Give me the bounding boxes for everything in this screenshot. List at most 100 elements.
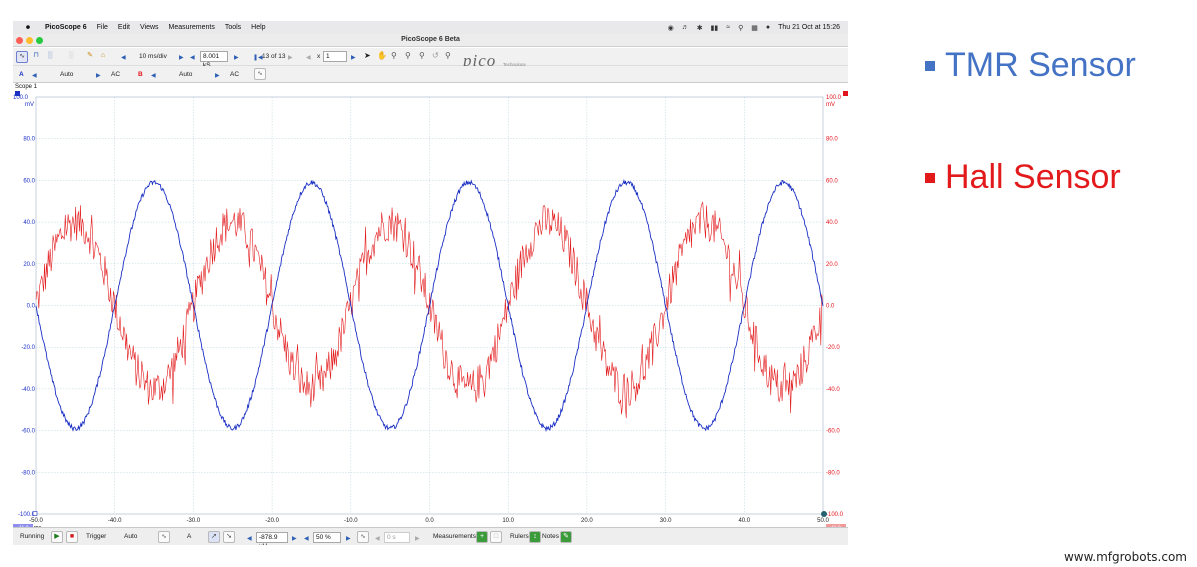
menu-measurements[interactable]: Measurements bbox=[168, 24, 215, 31]
zoom-fit-icon[interactable]: ⚲ bbox=[445, 51, 451, 60]
left-axis-tick-label: 20.0 bbox=[23, 262, 35, 268]
rulers-button[interactable]: ↕ bbox=[529, 531, 541, 543]
delay-field[interactable]: 0 s bbox=[384, 532, 410, 543]
first-capture-arrow[interactable]: ❚◀ bbox=[253, 55, 263, 61]
search-icon[interactable]: ⚲ bbox=[738, 24, 744, 32]
scope-mode-icon[interactable]: ∿ bbox=[16, 51, 28, 63]
status-bar: Running ▶ ■ Trigger Auto ∿ A ➚ ➘ ◀ -878.… bbox=[13, 527, 848, 545]
channel-a-coupling[interactable]: AC bbox=[111, 71, 121, 78]
x-axis-tick-label: 50.0 bbox=[817, 518, 829, 524]
pretrigger-field[interactable]: 50 % bbox=[313, 532, 341, 543]
probe-icon[interactable]: ✎ bbox=[87, 52, 93, 59]
zoom-in-icon[interactable]: ⚲ bbox=[391, 51, 397, 60]
trigger-label: Trigger bbox=[86, 533, 107, 540]
right-axis-unit: mV bbox=[826, 102, 835, 108]
right-axis-tick-label: -20.0 bbox=[826, 345, 840, 351]
x-axis-tick-label: 40.0 bbox=[738, 518, 750, 524]
spectrum-view-icon[interactable]: ░ bbox=[68, 52, 74, 59]
run-button[interactable]: ▶ bbox=[51, 531, 63, 543]
left-ruler-badge-text: -11.0 bbox=[17, 526, 28, 528]
app-menu[interactable]: PicoScope 6 bbox=[45, 24, 87, 31]
left-axis-tick-label: -40.0 bbox=[21, 387, 35, 393]
samples-up-arrow[interactable]: ▶ bbox=[234, 55, 239, 61]
next-capture-arrow[interactable]: ▶ bbox=[288, 55, 293, 61]
samples-down-arrow[interactable]: ◀ bbox=[190, 55, 195, 61]
channel-b-label[interactable]: B bbox=[138, 71, 143, 78]
home-icon[interactable]: ⌂ bbox=[100, 52, 106, 59]
zoom-down-arrow[interactable]: ◀ bbox=[306, 55, 311, 61]
zoom-window-button[interactable] bbox=[36, 37, 43, 44]
menu-tools[interactable]: Tools bbox=[224, 24, 242, 31]
channel-a-label[interactable]: A bbox=[19, 71, 24, 78]
x-axis-tick-label: -40.0 bbox=[108, 518, 122, 524]
auto-setup-icon[interactable]: ∿ bbox=[254, 68, 266, 80]
wifi-icon[interactable]: ≈ bbox=[726, 24, 731, 31]
channel-b-marker bbox=[843, 91, 848, 96]
stop-button[interactable]: ■ bbox=[66, 531, 78, 543]
delay-up[interactable]: ▶ bbox=[415, 536, 420, 542]
timebase-up-arrow[interactable]: ▶ bbox=[179, 55, 184, 61]
minimize-window-button[interactable] bbox=[26, 37, 33, 44]
trigger-config-icon[interactable]: ∿ bbox=[158, 531, 170, 543]
siri-icon[interactable]: ● bbox=[765, 24, 771, 31]
undo-zoom-icon[interactable]: ↺ bbox=[432, 51, 439, 60]
falling-edge-icon[interactable]: ➘ bbox=[223, 531, 235, 543]
channel-b-range[interactable]: Auto bbox=[179, 71, 193, 78]
persistence-mode-icon[interactable]: ⊓ bbox=[33, 52, 39, 59]
zoom-up-arrow[interactable]: ▶ bbox=[351, 55, 356, 61]
channel-b-range-down[interactable]: ◀ bbox=[151, 73, 156, 79]
zoom-in-x-icon[interactable]: ⚲ bbox=[405, 51, 411, 60]
rising-edge-icon[interactable]: ➚ bbox=[208, 531, 220, 543]
channel-b-coupling[interactable]: AC bbox=[230, 71, 240, 78]
channel-a-range-down[interactable]: ◀ bbox=[32, 73, 37, 79]
left-axis-tick-label: -80.0 bbox=[21, 470, 35, 476]
menu-help[interactable]: Help bbox=[251, 24, 266, 31]
samples-field[interactable]: 8.001 kS bbox=[200, 51, 228, 69]
channel-a-range-up[interactable]: ▶ bbox=[96, 73, 101, 79]
add-measurement-button[interactable]: + bbox=[476, 531, 488, 543]
volume-icon[interactable]: ♬ bbox=[681, 24, 689, 31]
capture-index[interactable]: 13 of 13 bbox=[262, 53, 286, 60]
pointer-tool-icon[interactable]: ➤ bbox=[364, 51, 371, 60]
spectrum-mode-icon[interactable]: ░ bbox=[47, 52, 53, 59]
x-axis-unit: ms bbox=[34, 525, 42, 527]
channel-b-range-up[interactable]: ▶ bbox=[215, 73, 220, 79]
record-icon[interactable]: ◉ bbox=[667, 24, 674, 32]
channel-a-range[interactable]: Auto bbox=[60, 71, 74, 78]
pretrigger-up[interactable]: ▶ bbox=[346, 536, 351, 542]
right-axis-tick-label: -40.0 bbox=[826, 387, 840, 393]
delay-down[interactable]: ◀ bbox=[375, 536, 380, 542]
right-axis-tick-label: 80.0 bbox=[826, 137, 838, 143]
measurements-label: Measurements bbox=[433, 533, 476, 540]
menu-file[interactable]: File bbox=[96, 24, 108, 31]
scope-plot[interactable]: 100.0mV80.060.040.020.00.0-20.0-40.0-60.… bbox=[13, 91, 848, 527]
edit-measurement-button[interactable]: □ bbox=[490, 531, 502, 543]
zoom-prefix: x bbox=[317, 53, 321, 60]
notes-button[interactable]: ✎ bbox=[560, 531, 572, 543]
hand-tool-icon[interactable]: ✋ bbox=[377, 51, 387, 60]
trigger-level-up[interactable]: ▶ bbox=[292, 536, 297, 542]
zoom-out-icon[interactable]: ⚲ bbox=[419, 51, 425, 60]
apple-menu-icon[interactable]: ⚫ bbox=[24, 23, 32, 32]
pico-logo-subtitle: Technology bbox=[503, 62, 526, 67]
advanced-trigger-icon[interactable]: ∿ bbox=[357, 531, 369, 543]
timebase-down-arrow[interactable]: ◀ bbox=[121, 55, 126, 61]
close-window-button[interactable] bbox=[16, 37, 23, 44]
battery-icon[interactable]: ▮▮ bbox=[710, 24, 719, 32]
pretrigger-down[interactable]: ◀ bbox=[304, 536, 309, 542]
bluetooth-icon[interactable]: ✱ bbox=[696, 24, 703, 32]
trigger-mode[interactable]: Auto bbox=[124, 533, 138, 540]
menu-views[interactable]: Views bbox=[139, 24, 159, 31]
control-center-icon[interactable]: ▦ bbox=[751, 24, 758, 32]
menu-edit[interactable]: Edit bbox=[117, 24, 130, 31]
menu-clock[interactable]: Thu 21 Oct at 15:26 bbox=[778, 24, 840, 31]
scope-tab[interactable]: Scope 1 bbox=[15, 84, 38, 90]
trigger-level-down[interactable]: ◀ bbox=[247, 536, 252, 542]
running-label: Running bbox=[20, 533, 45, 540]
window-title: PicoScope 6 Beta bbox=[401, 36, 460, 43]
timebase-value[interactable]: 10 ms/div bbox=[139, 53, 167, 60]
trigger-channel[interactable]: A bbox=[187, 533, 192, 540]
zoom-field[interactable]: 1 bbox=[323, 51, 347, 62]
trigger-level-field[interactable]: -878.9 µV bbox=[256, 532, 288, 545]
right-axis-labels: 100.0mV 80.0 60.0 40.0 20.0 0.0 -20.0 -40.0 -60.… bbox=[826, 95, 844, 518]
